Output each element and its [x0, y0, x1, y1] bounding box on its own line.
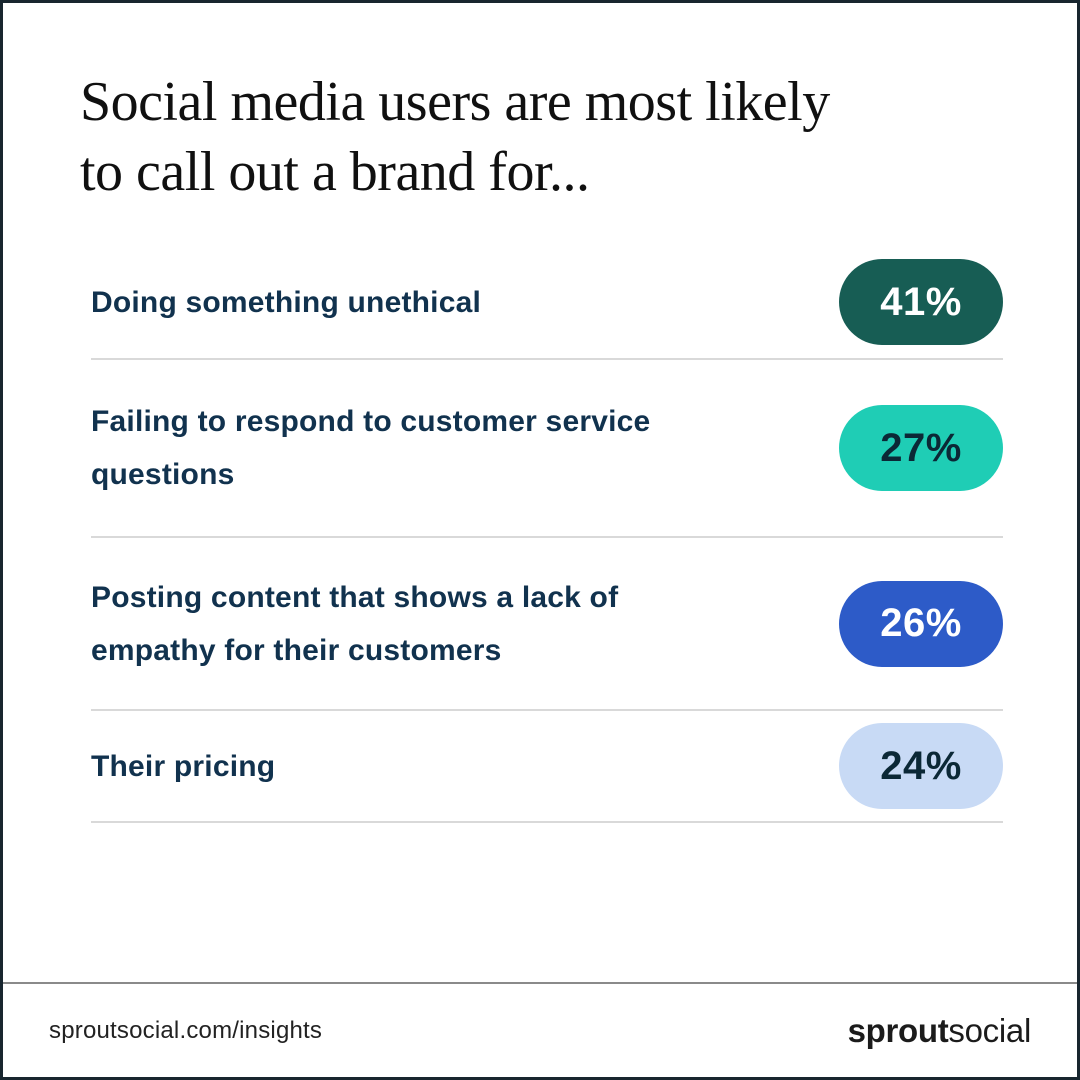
logo-social-text: social: [948, 1011, 1031, 1049]
stat-value-pill: 26%: [839, 580, 1003, 667]
footer-link[interactable]: sproutsocial.com/insights: [49, 1016, 323, 1044]
logo-sprout-text: sprout: [847, 1011, 949, 1049]
stat-value-pill: 24%: [839, 723, 1003, 809]
stat-value-pill: 27%: [839, 405, 1003, 491]
stat-label: Failing to respond to customer service q…: [91, 405, 651, 491]
stat-row-customer-service: Failing to respond to customer service q…: [91, 360, 1003, 538]
stat-label: Doing something unethical: [91, 285, 482, 319]
stat-label: Their pricing: [91, 749, 276, 783]
sproutsocial-logo: sproutsocial: [847, 1011, 1032, 1050]
footer-bar: sproutsocial.com/insights sproutsocial: [3, 982, 1077, 1077]
stat-row-unethical: Doing something unethical 41%: [91, 246, 1003, 360]
page-title: Social media users are most likely to ca…: [80, 71, 830, 203]
stat-value-pill: 41%: [839, 259, 1003, 345]
stat-label: Posting content that shows a lack of emp…: [91, 580, 619, 667]
stat-row-pricing: Their pricing 24%: [91, 711, 1003, 823]
stat-list: Doing something unethical 41% Failing to…: [91, 246, 1003, 823]
stat-row-lack-of-empathy: Posting content that shows a lack of emp…: [91, 538, 1003, 711]
